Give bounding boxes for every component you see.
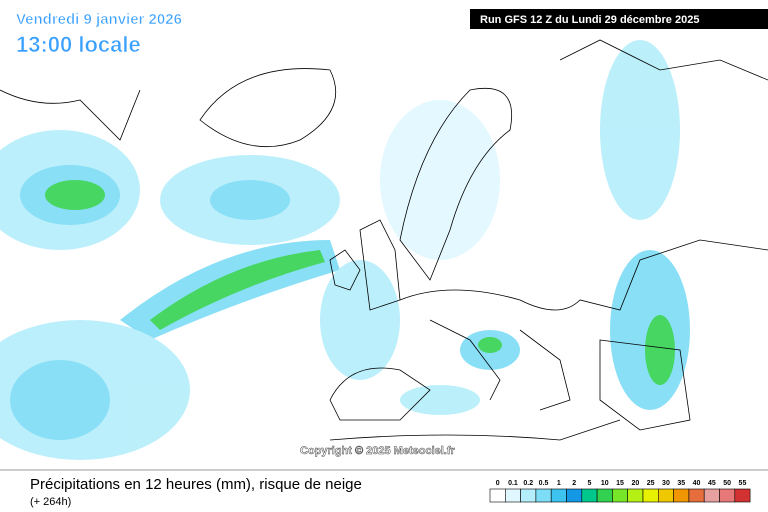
legend-label: 0.1 xyxy=(508,480,518,487)
legend-label: 0 xyxy=(496,480,500,487)
legend-label: 15 xyxy=(616,480,624,487)
legend-label: 25 xyxy=(647,480,655,487)
legend-label: 40 xyxy=(693,480,701,487)
legend-label: 45 xyxy=(708,480,716,487)
lead-time: (+ 264h) xyxy=(30,496,71,508)
legend-swatch xyxy=(596,488,613,503)
legend-swatch xyxy=(703,488,720,503)
legend-label: 30 xyxy=(662,480,670,487)
legend-label: 10 xyxy=(601,480,609,487)
legend-label: 20 xyxy=(631,480,639,487)
legend-swatch xyxy=(642,488,659,503)
legend-swatch xyxy=(734,488,751,503)
forecast-date: Vendredi 9 janvier 2026 xyxy=(16,11,182,28)
legend-swatch xyxy=(719,488,736,503)
legend-swatch xyxy=(535,488,552,503)
legend-swatch xyxy=(520,488,537,503)
legend-swatch xyxy=(581,488,598,503)
legend-label: 55 xyxy=(739,480,747,487)
legend: 0 0.1 0.2 0.5 1 2 5 10 15 20 25 30 35 40 45 50 55 xyxy=(489,480,751,503)
copyright: Copyright © 2025 Meteociel.fr xyxy=(300,445,456,457)
coastlines xyxy=(0,39,768,441)
run-banner xyxy=(470,9,768,29)
legend-label: 50 xyxy=(723,480,731,487)
legend-label: 5 xyxy=(587,480,591,487)
legend-swatch xyxy=(566,488,583,503)
legend-title: Précipitations en 12 heures (mm), risque… xyxy=(30,476,362,493)
precipitation-field xyxy=(0,40,690,460)
forecast-time: 13:00 locale xyxy=(16,32,141,57)
legend-label: 0.2 xyxy=(523,480,533,487)
legend-label: 1 xyxy=(557,480,561,487)
legend-swatch xyxy=(673,488,690,503)
legend-swatch xyxy=(612,488,629,503)
legend-swatch xyxy=(627,488,644,503)
legend-label: 2 xyxy=(572,480,576,487)
legend-label: 0.5 xyxy=(539,480,549,487)
legend-swatch xyxy=(504,488,521,503)
legend-swatch xyxy=(489,488,506,503)
legend-swatch xyxy=(688,488,705,503)
legend-swatch xyxy=(657,488,674,503)
legend-label: 35 xyxy=(677,480,685,487)
legend-swatch xyxy=(550,488,567,503)
run-info: Run GFS 12 Z du Lundi 29 décembre 2025 xyxy=(480,14,699,26)
